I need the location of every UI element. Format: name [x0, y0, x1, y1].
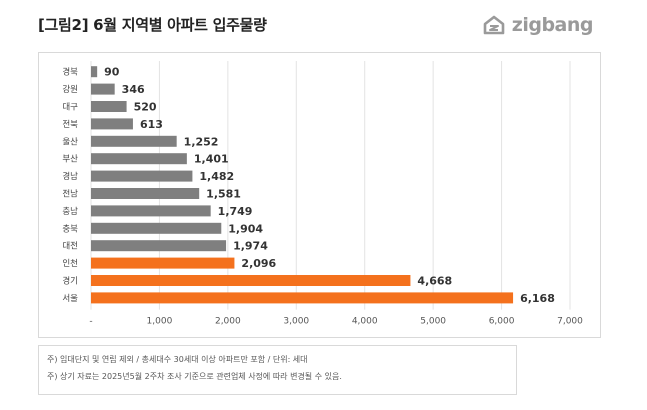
- bar: [91, 222, 222, 234]
- zigbang-house-icon: [483, 15, 505, 35]
- data-label: 1,904: [228, 222, 263, 235]
- data-label: 1,482: [199, 170, 234, 183]
- x-tick-label: 3,000: [283, 317, 309, 327]
- data-label: 90: [104, 66, 120, 79]
- data-label: 1,252: [184, 135, 219, 148]
- bar: [91, 240, 227, 252]
- category-label: 대전: [62, 241, 78, 252]
- brand-logo: zigbang: [482, 14, 594, 36]
- category-label: 강원: [62, 84, 78, 95]
- category-label: 서울: [62, 294, 78, 304]
- category-label: 충남: [62, 207, 78, 217]
- x-tick-label: 1,000: [147, 317, 173, 327]
- chart-frame: [38, 52, 601, 338]
- data-label: 346: [122, 83, 145, 96]
- page-title: [그림2] 6월 지역별 아파트 입주물량: [38, 16, 267, 34]
- x-tick-label: 7,000: [557, 317, 583, 327]
- bar: [91, 83, 115, 95]
- data-label: 1,974: [233, 240, 268, 253]
- data-label: 4,668: [417, 275, 452, 288]
- x-tick-label: 6,000: [489, 317, 515, 327]
- data-label: 1,749: [218, 205, 253, 218]
- data-label: 613: [140, 118, 163, 131]
- category-label: 경기: [62, 276, 78, 287]
- category-label: 부산: [62, 154, 78, 165]
- category-label: 인천: [62, 258, 78, 269]
- category-label: 대구: [62, 103, 78, 113]
- category-label: 충북: [62, 224, 78, 234]
- bar: [91, 292, 514, 304]
- bar: [91, 135, 177, 147]
- bar: [91, 118, 133, 130]
- category-label: 전북: [62, 119, 78, 130]
- bar: [91, 66, 98, 78]
- x-tick-label: 5,000: [420, 317, 446, 327]
- bar: [91, 170, 193, 182]
- x-tick-label: 4,000: [352, 317, 378, 327]
- footnotes: 주) 임대단지 및 연립 제외 / 총세대수 30세대 이상 아파트만 포함 /…: [38, 345, 517, 395]
- brand-name: zigbang: [511, 14, 594, 36]
- x-tick-label: -: [89, 317, 92, 327]
- footnote-1: 주) 임대단지 및 연립 제외 / 총세대수 30세대 이상 아파트만 포함 /…: [47, 355, 308, 364]
- bar: [91, 275, 411, 286]
- x-tick-label: 2,000: [215, 317, 241, 327]
- category-label: 전남: [62, 189, 78, 200]
- data-label: 1,401: [194, 153, 229, 166]
- footnote-2: 주) 상기 자료는 2025년5월 2주차 조사 기준으로 관련업체 사정에 따…: [47, 372, 342, 381]
- bar: [91, 205, 211, 217]
- category-label: 울산: [62, 136, 78, 147]
- bar: [91, 101, 127, 112]
- data-label: 2,096: [241, 257, 276, 270]
- category-label: 경남: [62, 171, 78, 182]
- data-label: 1,581: [206, 188, 241, 201]
- data-label: 520: [134, 101, 157, 114]
- data-label: 6,168: [520, 292, 555, 305]
- bar: [91, 188, 200, 199]
- bar-chart: - 1,000 2,000 3,000 4,000 5,000 6,000 7,000 경북 90…: [62, 61, 583, 327]
- category-label: 경북: [62, 67, 78, 78]
- bar: [91, 257, 235, 269]
- bar: [91, 153, 187, 165]
